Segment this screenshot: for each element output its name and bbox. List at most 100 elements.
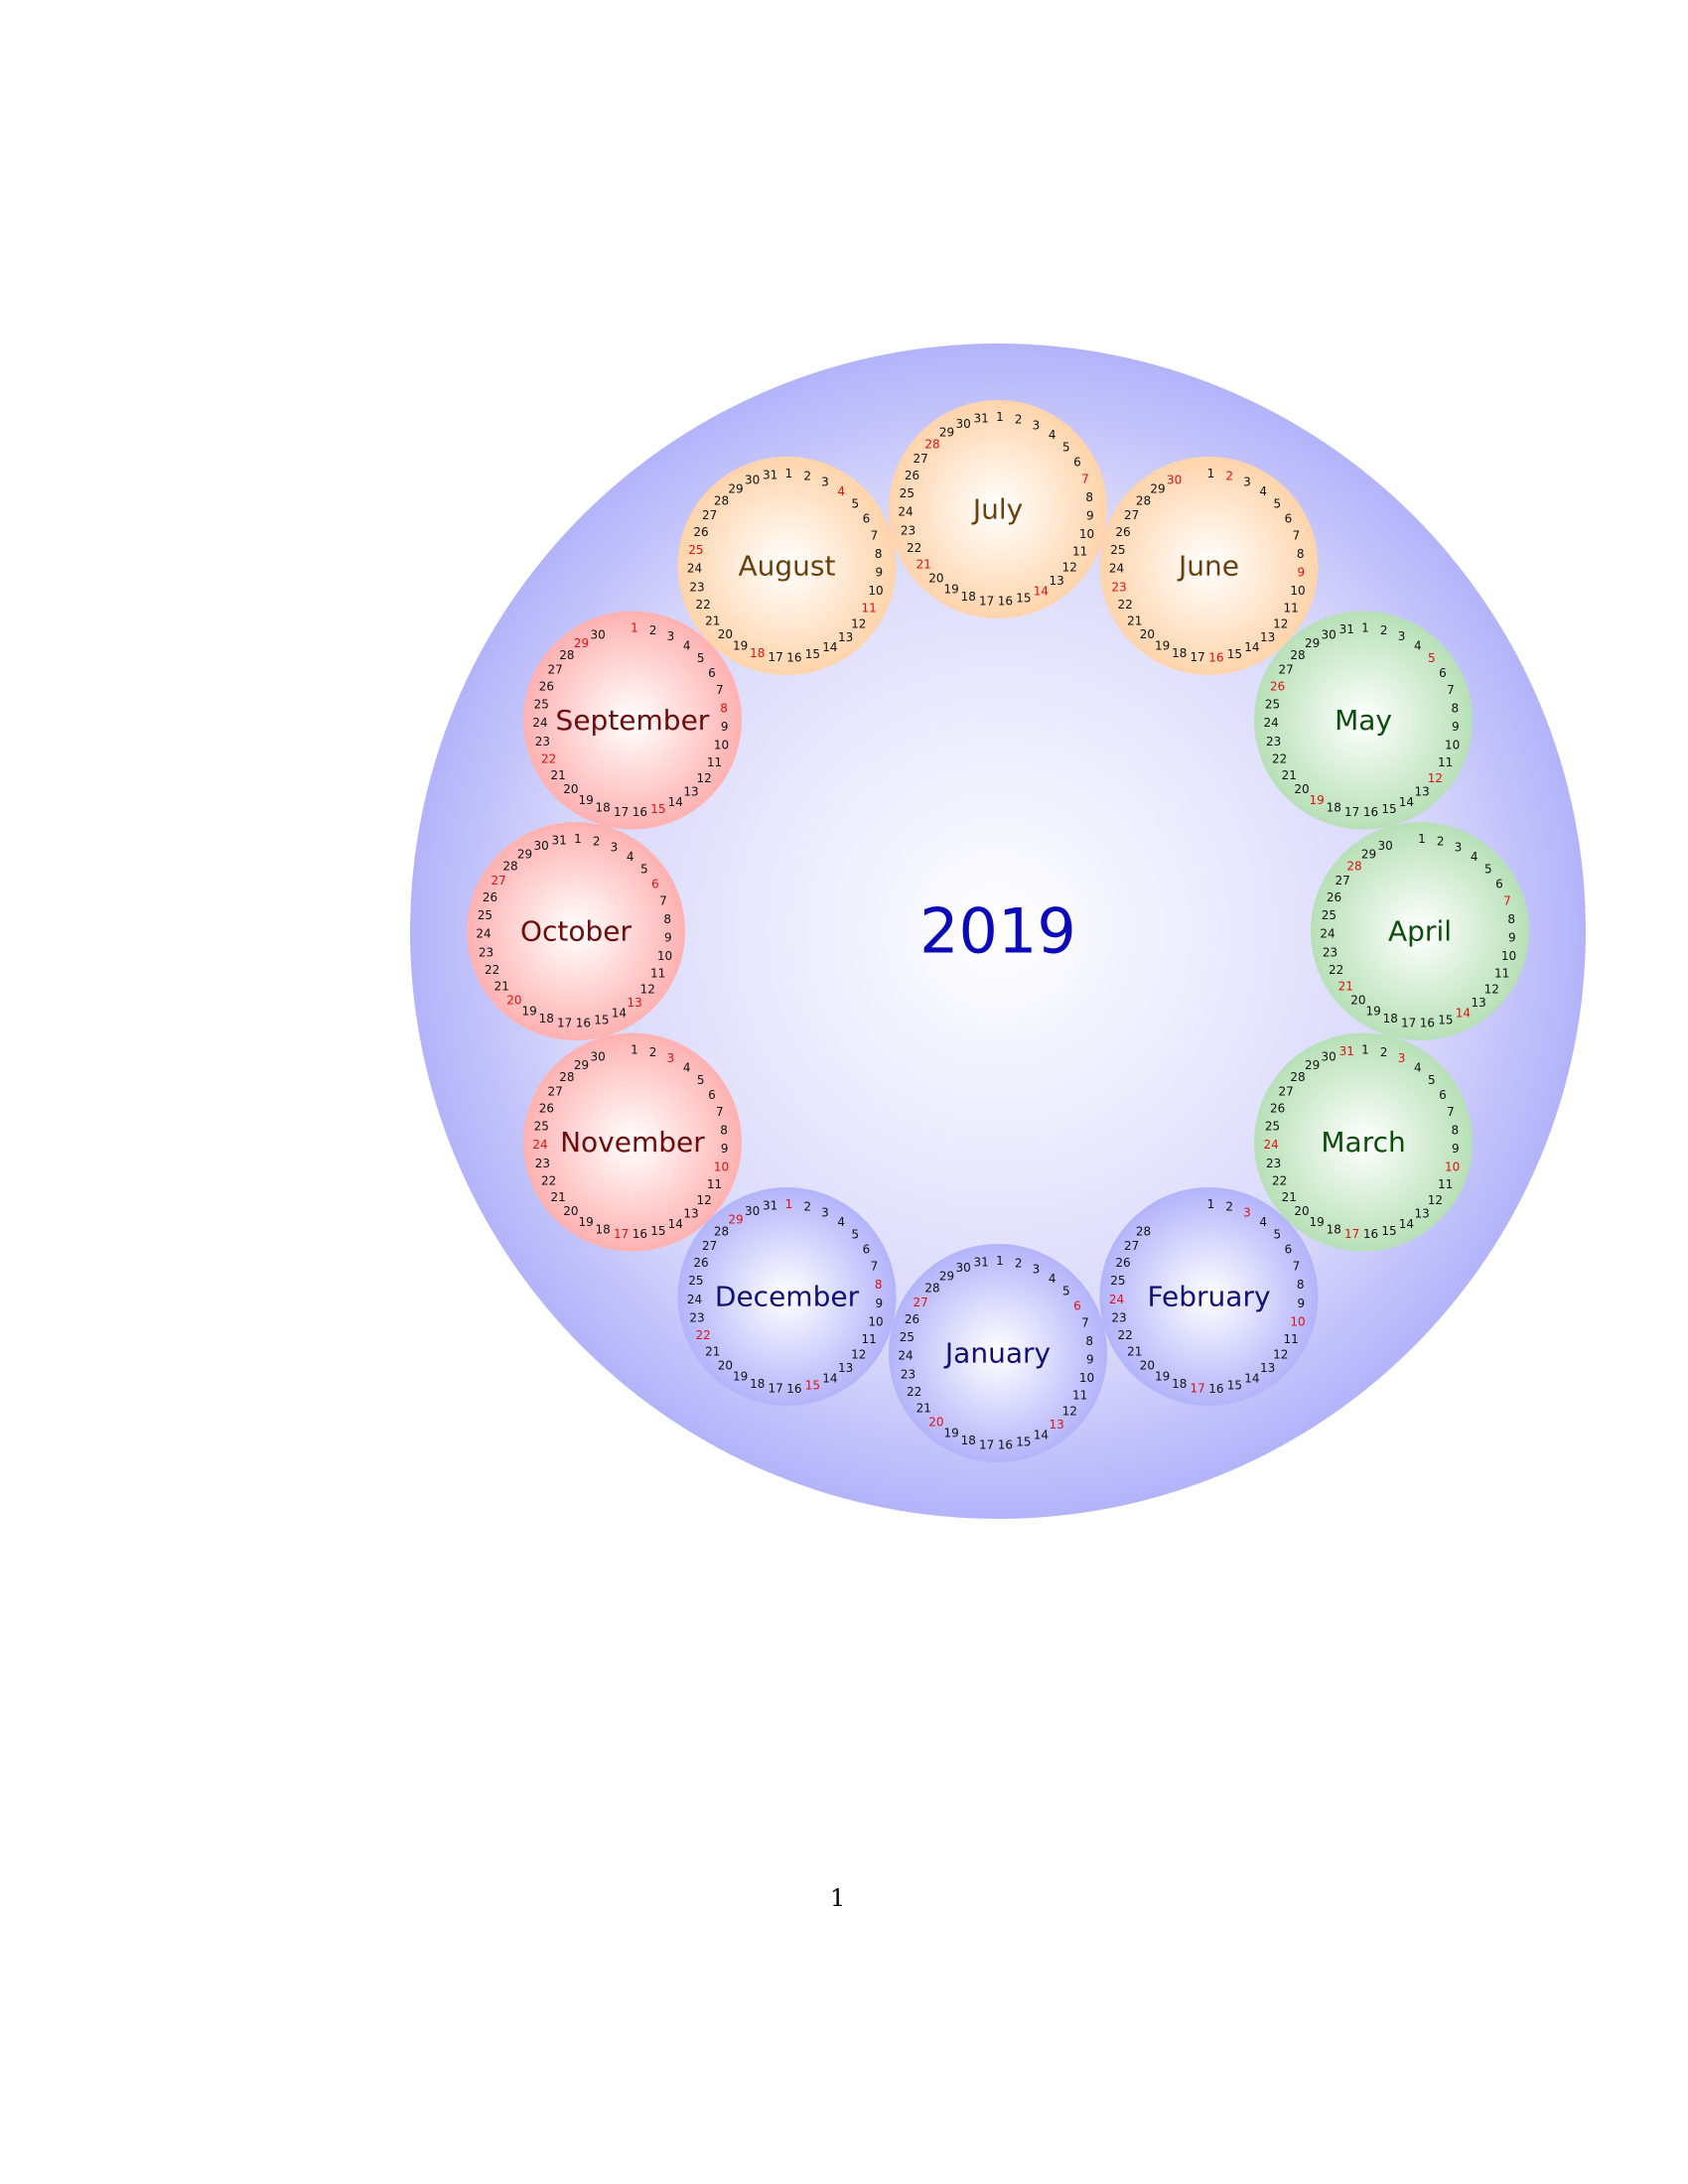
- day-number: 4: [1259, 1215, 1267, 1229]
- month-name: May: [1335, 704, 1392, 737]
- day-number: 2: [649, 623, 657, 637]
- day-number: 7: [871, 1260, 879, 1274]
- day-number: 23: [1111, 580, 1126, 594]
- day-number: 7: [1293, 529, 1301, 543]
- day-number: 2: [649, 1045, 657, 1059]
- day-number: 17: [1190, 1381, 1204, 1395]
- day-number: 16: [1208, 651, 1223, 665]
- day-number: 10: [657, 949, 672, 963]
- day-number: 18: [750, 1377, 765, 1391]
- day-number: 9: [1297, 566, 1305, 580]
- day-number: 24: [687, 562, 702, 576]
- day-number: 17: [614, 805, 629, 819]
- day-number: 11: [1438, 1177, 1453, 1191]
- day-number: 19: [1310, 793, 1325, 807]
- day-number: 4: [683, 638, 691, 652]
- day-number: 29: [1305, 1058, 1320, 1072]
- day-number: 6: [708, 666, 716, 680]
- day-number: 28: [1136, 493, 1151, 507]
- day-number: 15: [1381, 802, 1396, 816]
- day-number: 2: [593, 834, 601, 848]
- day-number: 16: [786, 651, 801, 665]
- day-number: 16: [998, 1438, 1013, 1452]
- month-disc: [1254, 611, 1474, 830]
- day-number: 10: [1445, 739, 1460, 752]
- day-number: 22: [695, 1328, 710, 1342]
- year-title: 2019: [919, 895, 1076, 968]
- day-number: 19: [1155, 1369, 1170, 1383]
- day-number: 23: [901, 1367, 915, 1381]
- day-number: 5: [1062, 440, 1070, 454]
- day-number: 4: [1049, 1272, 1056, 1286]
- day-number: 28: [559, 648, 574, 662]
- day-number: 30: [956, 417, 971, 431]
- month-disc: [522, 611, 742, 830]
- day-number: 3: [1033, 418, 1041, 432]
- day-number: 21: [705, 614, 720, 627]
- day-number: 5: [851, 496, 859, 510]
- day-number: 7: [716, 683, 724, 697]
- day-number: 8: [1085, 490, 1093, 504]
- day-number: 3: [1455, 840, 1463, 854]
- day-number: 7: [716, 1105, 724, 1119]
- day-number: 13: [838, 630, 853, 644]
- day-number: 19: [1365, 1004, 1380, 1018]
- day-number: 21: [551, 1190, 566, 1204]
- day-number: 11: [861, 1332, 876, 1346]
- day-number: 29: [939, 1270, 954, 1284]
- day-number: 8: [663, 912, 671, 926]
- day-number: 10: [714, 1160, 729, 1174]
- day-number: 25: [534, 1120, 549, 1134]
- day-number: 25: [900, 1330, 914, 1344]
- day-number: 18: [1172, 646, 1187, 660]
- day-number: 5: [851, 1227, 859, 1241]
- day-number: 17: [614, 1227, 629, 1241]
- day-number: 7: [1503, 894, 1511, 908]
- month-name: March: [1321, 1126, 1405, 1159]
- day-number: 26: [1115, 1256, 1130, 1270]
- day-number: 5: [1273, 1227, 1281, 1241]
- day-number: 29: [728, 482, 743, 496]
- day-number: 27: [702, 1239, 717, 1253]
- day-number: 23: [535, 1157, 550, 1170]
- day-number: 12: [1062, 1405, 1077, 1419]
- day-number: 16: [998, 595, 1013, 609]
- day-number: 10: [1290, 1314, 1305, 1328]
- day-number: 16: [1208, 1382, 1223, 1396]
- day-number: 1: [1207, 467, 1215, 480]
- day-number: 1: [631, 1043, 638, 1057]
- day-number: 14: [1034, 584, 1049, 598]
- day-number: 19: [521, 1004, 536, 1018]
- day-number: 9: [1086, 509, 1094, 523]
- day-number: 9: [1452, 1142, 1460, 1156]
- day-number: 17: [1190, 650, 1204, 664]
- day-number: 14: [1456, 1006, 1471, 1020]
- month-disc: [889, 1244, 1107, 1462]
- day-number: 20: [506, 993, 521, 1007]
- day-number: 13: [1260, 630, 1275, 644]
- day-number: 18: [596, 1223, 611, 1237]
- day-number: 26: [539, 1101, 554, 1115]
- day-number: 17: [768, 650, 782, 664]
- day-number: 6: [1439, 666, 1447, 680]
- day-number: 5: [1062, 1284, 1070, 1297]
- day-number: 24: [1109, 1293, 1124, 1306]
- day-number: 21: [1127, 1344, 1142, 1358]
- day-number: 27: [547, 1085, 562, 1099]
- month-disc: [677, 456, 897, 675]
- day-number: 10: [1079, 527, 1094, 541]
- day-number: 20: [1294, 782, 1309, 796]
- day-number: 10: [1079, 1371, 1094, 1385]
- day-number: 10: [1445, 1160, 1460, 1174]
- day-number: 24: [476, 927, 491, 941]
- day-number: 30: [1322, 627, 1336, 641]
- day-number: 24: [898, 1349, 913, 1363]
- day-number: 8: [1297, 547, 1305, 561]
- day-number: 26: [1327, 890, 1341, 904]
- day-number: 8: [1507, 912, 1515, 926]
- day-number: 14: [1034, 1428, 1049, 1441]
- day-number: 24: [1109, 562, 1124, 576]
- day-number: 8: [1085, 1334, 1093, 1348]
